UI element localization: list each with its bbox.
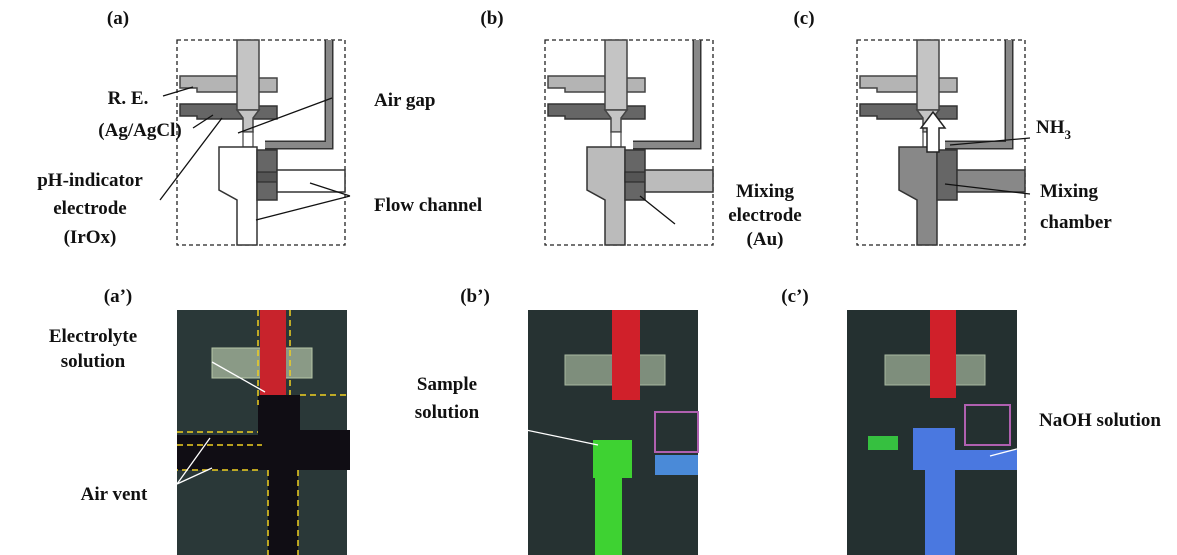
annotation: electrode bbox=[53, 198, 127, 219]
schematic-a bbox=[177, 40, 345, 245]
annotation: Sample bbox=[417, 374, 477, 395]
panel-label: (b) bbox=[480, 8, 503, 29]
annotation: Electrolyte bbox=[49, 326, 137, 347]
annotation: solution bbox=[415, 402, 480, 423]
annotation: Air vent bbox=[81, 484, 148, 505]
annotation: R. E. bbox=[108, 88, 149, 109]
annotation: electrode bbox=[728, 205, 802, 226]
panel-label: (a) bbox=[107, 8, 129, 29]
annotation-text: NH bbox=[1036, 117, 1065, 138]
schematic-b bbox=[545, 40, 713, 245]
annotation: pH-indicator bbox=[37, 170, 143, 191]
annotation: (Ag/AgCl) bbox=[98, 120, 181, 141]
annotation: Flow channel bbox=[374, 195, 482, 216]
schematic-c bbox=[857, 40, 1025, 245]
annotation: Air gap bbox=[374, 90, 435, 111]
annotation: solution bbox=[61, 351, 126, 372]
annotation: NH3 bbox=[1036, 117, 1072, 142]
annotation-subscript: 3 bbox=[1065, 127, 1072, 142]
annotation: chamber bbox=[1040, 212, 1112, 233]
photo-c bbox=[847, 310, 1017, 555]
figure: (a) (b) (c) (a’) (b’) (c’) R. E. (Ag/AgC… bbox=[0, 0, 1177, 555]
annotation: Mixing bbox=[1040, 181, 1099, 202]
panel-label: (c’) bbox=[781, 286, 808, 307]
photo-b bbox=[528, 310, 698, 555]
annotation: NaOH solution bbox=[1039, 410, 1161, 431]
panel-label: (b’) bbox=[460, 286, 490, 307]
photo-a bbox=[177, 310, 350, 555]
panel-label: (a’) bbox=[104, 286, 132, 307]
annotation: Mixing bbox=[736, 181, 795, 202]
annotation: (Au) bbox=[747, 229, 784, 250]
annotation: (IrOx) bbox=[64, 227, 117, 248]
panel-label: (c) bbox=[793, 8, 814, 29]
